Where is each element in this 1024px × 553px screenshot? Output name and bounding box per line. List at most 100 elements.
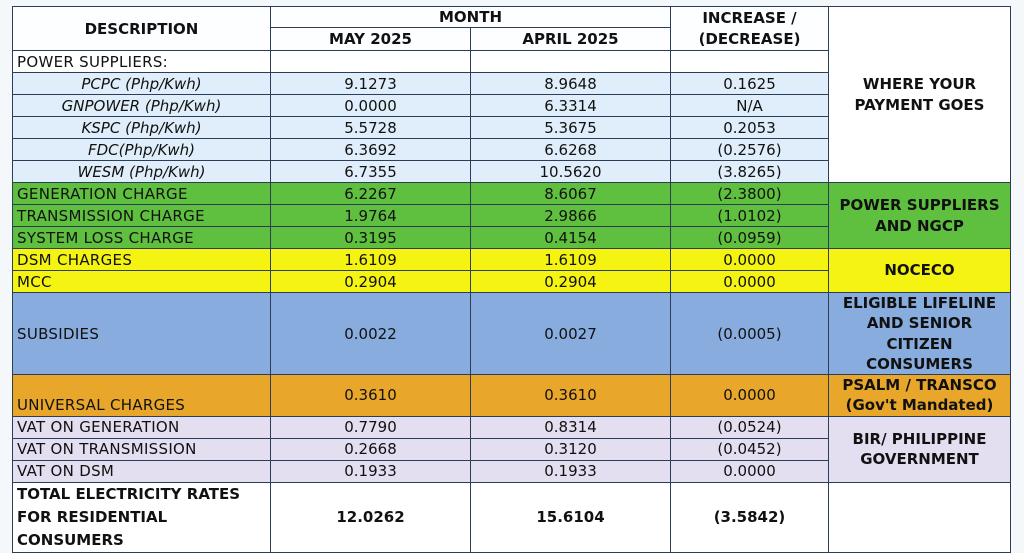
- supplier-row: KSPC (Php/Kwh) 5.5728 5.3675 0.2053: [12, 116, 1011, 139]
- charge-april: 8.6067: [470, 182, 671, 205]
- supplier-name: KSPC (Php/Kwh): [12, 116, 271, 139]
- charge-may: 1.9764: [270, 204, 471, 227]
- supplier-change: 0.2053: [670, 116, 829, 139]
- supplier-row: FDC(Php/Kwh) 6.3692 6.6268 (0.2576): [12, 138, 1011, 161]
- charge-may: 0.2904: [270, 270, 471, 293]
- supplier-change: N/A: [670, 94, 829, 117]
- where-psalm-line2: (Gov't Mandated): [845, 396, 994, 415]
- total-april: 15.6104: [470, 481, 671, 553]
- increase-header: INCREASE / (DECREASE): [670, 6, 829, 51]
- description-header: DESCRIPTION: [12, 6, 271, 51]
- supplier-row: GNPOWER (Php/Kwh) 0.0000 6.3314 N/A: [12, 94, 1011, 117]
- charge-change: (2.3800): [670, 182, 829, 205]
- charge-name: VAT ON TRANSMISSION: [12, 437, 271, 461]
- charge-april: 2.9866: [470, 204, 671, 227]
- where-psalm: PSALM / TRANSCO (Gov't Mandated): [828, 374, 1011, 417]
- where-bir: BIR/ PHILIPPINE GOVERNMENT: [828, 415, 1011, 483]
- total-change: (3.5842): [670, 481, 829, 553]
- charge-april: 0.0027: [470, 292, 671, 375]
- supplier-name: GNPOWER (Php/Kwh): [12, 94, 271, 117]
- charge-name: VAT ON DSM: [12, 459, 271, 483]
- supplier-name: FDC(Php/Kwh): [12, 138, 271, 161]
- charge-change: (0.0524): [670, 415, 829, 439]
- supplier-name: WESM (Php/Kwh): [12, 160, 271, 183]
- charge-may: 0.3610: [270, 374, 471, 417]
- supplier-name: PCPC (Php/Kwh): [12, 72, 271, 95]
- charge-change: 0.0000: [670, 270, 829, 293]
- supplier-change: (3.8265): [670, 160, 829, 183]
- charge-april: 0.1933: [470, 459, 671, 483]
- increase-header-line1: INCREASE /: [702, 8, 797, 27]
- charge-name: UNIVERSAL CHARGES: [12, 374, 271, 417]
- charge-change: 0.0000: [670, 248, 829, 271]
- where-payment-goes: WHERE YOUR PAYMENT GOES: [828, 6, 1011, 183]
- charge-name: DSM CHARGES: [12, 248, 271, 271]
- charge-change: 0.0000: [670, 374, 829, 417]
- supplier-april: 6.6268: [470, 138, 671, 161]
- charge-may: 6.2267: [270, 182, 471, 205]
- charge-row: MCC 0.2904 0.2904 0.0000: [12, 270, 1011, 293]
- charge-row: SUBSIDIES 0.0022 0.0027 (0.0005) ELIGIBL…: [12, 292, 1011, 375]
- charge-may: 0.0022: [270, 292, 471, 375]
- supplier-may: 5.5728: [270, 116, 471, 139]
- supplier-may: 6.7355: [270, 160, 471, 183]
- charge-row: SYSTEM LOSS CHARGE 0.3195 0.4154 (0.0959…: [12, 226, 1011, 249]
- charge-row: UNIVERSAL CHARGES 0.3610 0.3610 0.0000 P…: [12, 374, 1011, 417]
- charge-name: GENERATION CHARGE: [12, 182, 271, 205]
- where-power-ngcp: POWER SUPPLIERS AND NGCP: [828, 182, 1011, 249]
- april-header: APRIL 2025: [470, 27, 671, 51]
- charge-may: 1.6109: [270, 248, 471, 271]
- charge-may: 0.2668: [270, 437, 471, 461]
- power-suppliers-label: POWER SUPPLIERS:: [12, 50, 271, 73]
- charge-may: 0.7790: [270, 415, 471, 439]
- charge-april: 0.8314: [470, 415, 671, 439]
- supplier-may: 9.1273: [270, 72, 471, 95]
- month-header: MONTH: [270, 6, 671, 28]
- may-header: MAY 2025: [270, 27, 471, 51]
- header-row-1: DESCRIPTION MONTH INCREASE / (DECREASE) …: [12, 6, 1011, 183]
- charge-may: 0.3195: [270, 226, 471, 249]
- charge-row: VAT ON DSM 0.1933 0.1933 0.0000: [12, 459, 1011, 483]
- total-label-line1: TOTAL ELECTRICITY RATES: [17, 484, 241, 503]
- charge-row: VAT ON GENERATION 0.7790 0.8314 (0.0524)…: [12, 415, 1011, 483]
- supplier-may: 0.0000: [270, 94, 471, 117]
- charge-row: DSM CHARGES 1.6109 1.6109 0.0000 NOCECO: [12, 248, 1011, 293]
- supplier-april: 6.3314: [470, 94, 671, 117]
- charge-april: 0.3120: [470, 437, 671, 461]
- charge-row: TRANSMISSION CHARGE 1.9764 2.9866 (1.010…: [12, 204, 1011, 227]
- total-row: TOTAL ELECTRICITY RATES FOR RESIDENTIAL …: [12, 481, 1011, 553]
- power-suppliers-row: POWER SUPPLIERS:: [12, 50, 1011, 73]
- charge-name: SYSTEM LOSS CHARGE: [12, 226, 271, 249]
- charge-name: MCC: [12, 270, 271, 293]
- supplier-april: 10.5620: [470, 160, 671, 183]
- supplier-change: (0.2576): [670, 138, 829, 161]
- total-label-line3: CONSUMERS: [17, 531, 124, 549]
- charge-name: SUBSIDIES: [12, 292, 271, 375]
- charge-name: VAT ON GENERATION: [12, 415, 271, 439]
- supplier-may: 6.3692: [270, 138, 471, 161]
- charge-change: (0.0452): [670, 437, 829, 461]
- where-psalm-line1: PSALM / TRANSCO: [842, 376, 997, 394]
- total-label-line2: FOR RESIDENTIAL: [17, 507, 168, 526]
- charge-april: 1.6109: [470, 248, 671, 271]
- charge-april: 0.2904: [470, 270, 671, 293]
- rates-table: DESCRIPTION MONTH INCREASE / (DECREASE) …: [12, 6, 1011, 553]
- charge-name: TRANSMISSION CHARGE: [12, 204, 271, 227]
- charge-april: 0.4154: [470, 226, 671, 249]
- supplier-april: 5.3675: [470, 116, 671, 139]
- total-where-blank: [828, 481, 1011, 553]
- where-noceco: NOCECO: [828, 248, 1011, 293]
- where-lifeline: ELIGIBLE LIFELINE AND SENIOR CITIZEN CON…: [828, 292, 1011, 375]
- charge-change: 0.0000: [670, 459, 829, 483]
- total-may: 12.0262: [270, 481, 471, 553]
- charge-change: (1.0102): [670, 204, 829, 227]
- increase-header-line2: (DECREASE): [698, 29, 801, 48]
- total-label: TOTAL ELECTRICITY RATES FOR RESIDENTIAL …: [12, 481, 271, 553]
- charge-change: (0.0005): [670, 292, 829, 375]
- charge-april: 0.3610: [470, 374, 671, 417]
- supplier-april: 8.9648: [470, 72, 671, 95]
- charge-change: (0.0959): [670, 226, 829, 249]
- charge-may: 0.1933: [270, 459, 471, 483]
- charge-row: GENERATION CHARGE 6.2267 8.6067 (2.3800)…: [12, 182, 1011, 249]
- supplier-change: 0.1625: [670, 72, 829, 95]
